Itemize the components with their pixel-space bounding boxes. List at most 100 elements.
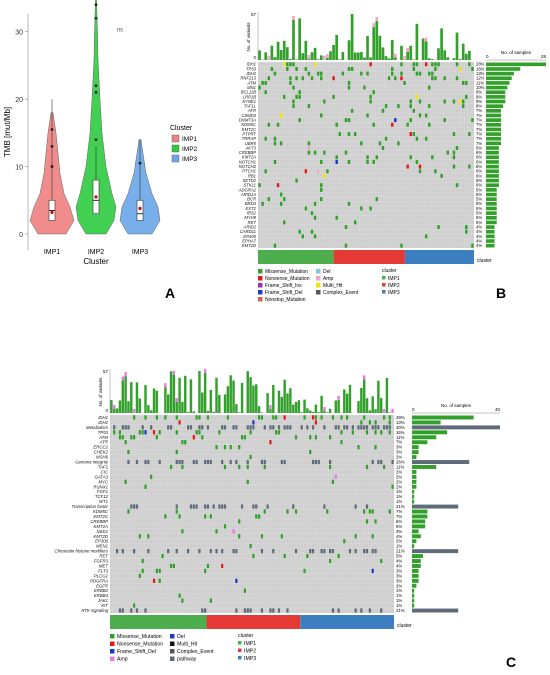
variant-count-bar xyxy=(387,58,391,60)
legend-swatch xyxy=(316,269,321,274)
mutation-cell xyxy=(133,415,136,420)
gene-label: CHEK2 xyxy=(94,450,109,455)
mutation-cell xyxy=(232,529,235,534)
mutation-cell xyxy=(141,568,144,574)
mutation-cell xyxy=(347,118,351,123)
gene-label: EGFR xyxy=(96,583,108,588)
pathway-cell xyxy=(260,608,264,613)
legend-label: Missense_Mutation xyxy=(117,634,162,640)
pathway-cell xyxy=(300,425,303,430)
gene-label: WT1 xyxy=(99,499,109,504)
mutation-cell xyxy=(368,509,371,514)
mutation-cell xyxy=(335,215,338,220)
gene-label: RNF213 xyxy=(240,76,256,81)
sample-count-bar xyxy=(486,85,508,90)
mutation-cell xyxy=(310,211,314,216)
pathway-cell xyxy=(246,459,249,465)
gene-label: KMT2D xyxy=(242,243,256,248)
mutation-cell xyxy=(372,90,375,95)
variant-count-bar xyxy=(291,404,295,413)
variant-count-bar xyxy=(390,39,394,60)
mutation-cell xyxy=(298,229,301,234)
variant-count-bar-accent xyxy=(203,368,207,373)
mutation-cell xyxy=(424,136,428,141)
cluster-legend-title: cluster xyxy=(238,633,254,639)
mutation-cell xyxy=(452,150,456,155)
sample-count-bar xyxy=(412,509,428,514)
mutation-cell xyxy=(298,94,301,99)
gene-label: MYC xyxy=(98,479,108,484)
sample-count-bar xyxy=(412,415,474,420)
variant-count-bar xyxy=(384,56,388,60)
gene-percentage: 21% xyxy=(396,608,405,613)
mutation-cell xyxy=(292,85,295,90)
mutation-cell xyxy=(272,415,275,420)
gene-percentage: 16% xyxy=(396,430,405,435)
sample-count-bar xyxy=(486,234,495,239)
mutation-cell xyxy=(279,113,283,118)
variant-count-bar xyxy=(307,59,311,60)
gene-label: ATR xyxy=(247,108,256,113)
gene-label: BCR xyxy=(247,197,256,202)
mutation-cell xyxy=(304,66,308,71)
cluster-bar-label: cluster xyxy=(477,258,492,264)
mutation-cell xyxy=(307,141,311,146)
gene-label: CSMD3 xyxy=(241,113,256,118)
variant-count-bar-accent xyxy=(375,17,379,22)
pathway-cell xyxy=(388,425,391,430)
legend-swatch xyxy=(110,656,115,661)
pathway-cell xyxy=(133,548,136,554)
pathway-cell xyxy=(175,504,178,509)
variant-count-bar-accent xyxy=(175,397,178,402)
variant-count-bar xyxy=(381,47,385,60)
gene-label: RB1 xyxy=(248,173,256,178)
mutation-cell xyxy=(350,108,354,113)
variant-count-bar xyxy=(215,377,218,413)
variant-count-bar xyxy=(348,384,352,413)
variant-count-bar xyxy=(206,410,210,413)
sample-count-bar xyxy=(412,479,417,484)
sample-count-bar xyxy=(486,136,501,141)
variant-count-bar xyxy=(452,58,456,60)
mutation-cell xyxy=(378,141,382,146)
mutation-cell xyxy=(347,132,351,137)
gene-percentage: 11% xyxy=(396,435,404,440)
outlier-point xyxy=(50,128,54,131)
variant-count-bar-accent xyxy=(424,37,428,42)
mutation-cell xyxy=(400,71,403,76)
cluster-legend-swatch xyxy=(238,641,242,645)
legend-swatch xyxy=(258,283,263,288)
pathway-cell xyxy=(311,548,315,554)
gene-label: FGFR3 xyxy=(94,559,109,564)
mutation-cell xyxy=(309,449,312,455)
variant-count-bar xyxy=(353,52,357,60)
mutation-cell xyxy=(304,169,308,174)
mutation-cell xyxy=(320,415,323,420)
sample-count-bar xyxy=(412,514,428,519)
cluster-legend-label: IMP1 xyxy=(244,641,256,647)
variant-count-bar xyxy=(184,375,187,413)
mutation-cell xyxy=(215,445,218,450)
variant-count-bar xyxy=(343,389,346,413)
variant-count-bar-accent xyxy=(124,372,127,377)
mutation-cell xyxy=(390,122,394,127)
mutation-cell xyxy=(390,71,394,76)
variant-count-bar xyxy=(249,377,252,413)
gene-percentage: 11% xyxy=(476,80,484,85)
mutation-cell xyxy=(246,464,249,470)
sample-count-bar xyxy=(412,455,417,460)
mutation-cell xyxy=(371,534,374,539)
sample-count-bar xyxy=(412,564,421,568)
sample-count-bar xyxy=(412,593,415,598)
mutation-cell xyxy=(320,187,323,192)
variant-count-bar xyxy=(345,393,349,413)
gene-percentage: 6% xyxy=(476,169,482,174)
mutation-cell xyxy=(374,430,377,435)
pathway-cell xyxy=(204,459,207,465)
variant-count-bar xyxy=(172,374,176,413)
variant-count-bar xyxy=(464,53,468,60)
mutation-cell xyxy=(374,519,377,524)
mutation-cell xyxy=(195,430,198,435)
mutation-cell xyxy=(346,415,349,420)
variant-count-bar xyxy=(257,406,261,413)
